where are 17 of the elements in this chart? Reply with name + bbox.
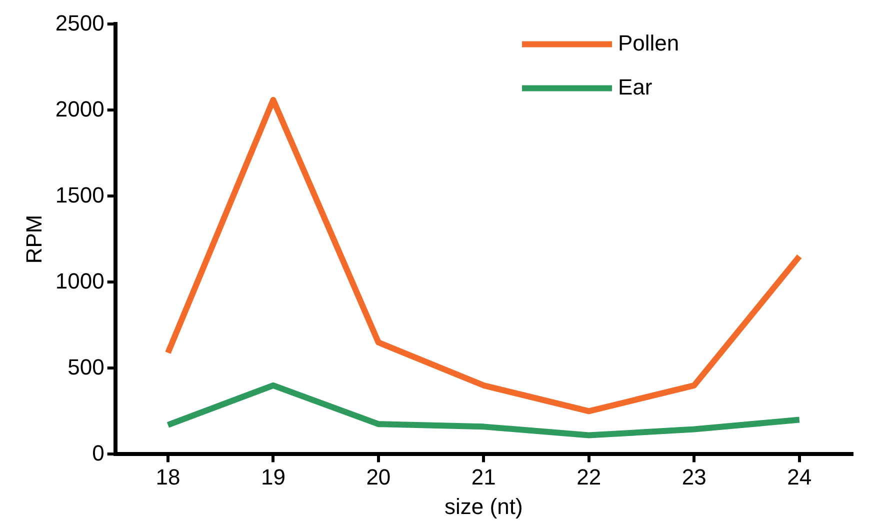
x-tick-label: 24: [787, 464, 812, 490]
y-axis-title: RPM: [21, 214, 46, 264]
y-tick-label: 500: [68, 354, 104, 380]
x-axis-title: size (nt): [444, 494, 523, 519]
x-tick-label: 21: [471, 464, 496, 490]
x-tick-label: 22: [576, 464, 602, 490]
x-tick-label: 23: [682, 464, 706, 490]
y-tick-label: 0: [92, 440, 104, 466]
y-tick-label: 1000: [55, 268, 104, 294]
x-tick-label: 20: [366, 464, 391, 490]
y-tick-label: 1500: [55, 182, 104, 208]
y-tick-label: 2500: [55, 10, 104, 36]
legend-label: Pollen: [618, 30, 680, 56]
x-tick-label: 19: [260, 464, 286, 490]
y-tick-label: 2000: [55, 96, 104, 122]
legend-label: Ear: [618, 74, 652, 100]
x-tick-label: 18: [156, 464, 180, 490]
